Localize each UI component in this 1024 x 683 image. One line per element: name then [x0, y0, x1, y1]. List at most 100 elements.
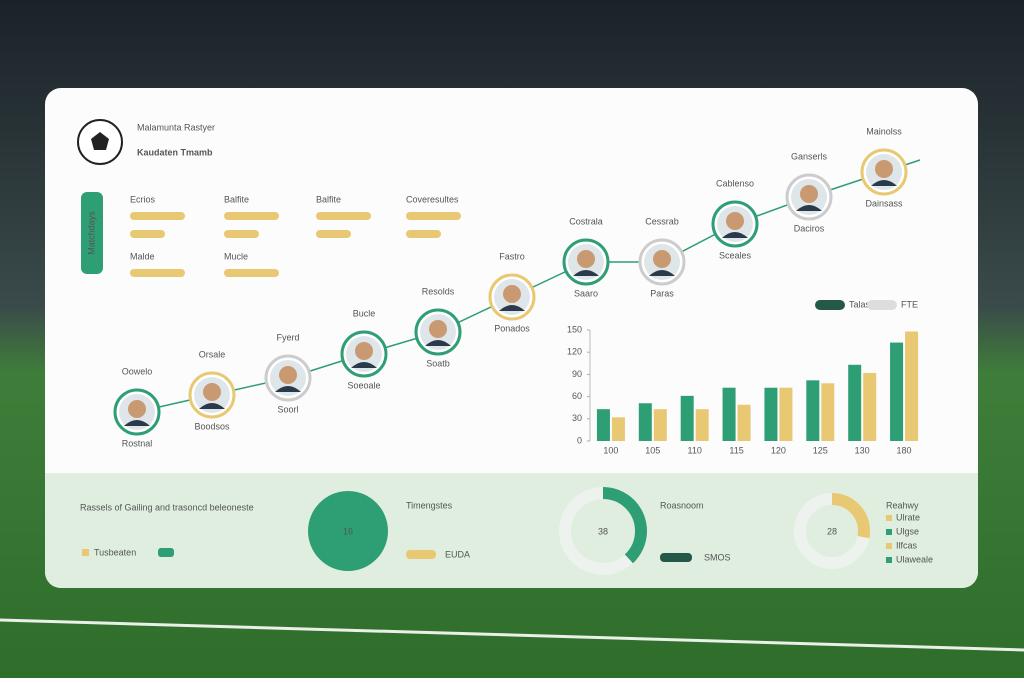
- player-name: Ganserls: [791, 151, 828, 161]
- player-name: Oowelo: [122, 366, 153, 376]
- big-pill: [406, 550, 436, 559]
- x-tick-label: 115: [729, 445, 743, 455]
- bar: [596, 409, 610, 441]
- donut-item: Ilfcas: [896, 540, 918, 550]
- bar: [890, 342, 904, 441]
- donut-value: 38: [598, 526, 608, 536]
- bar: [737, 404, 751, 441]
- avatar-body: [199, 403, 225, 409]
- big-sub: EUDA: [445, 549, 470, 559]
- avatar-body: [796, 205, 822, 211]
- bar: [863, 372, 877, 441]
- stat-bar: [224, 230, 259, 238]
- x-tick-label: 125: [813, 445, 828, 455]
- donut-label: Roasnoom: [660, 500, 704, 510]
- bar: [806, 380, 820, 441]
- avatar-face: [128, 400, 146, 418]
- summary-legend: Tusbeaten: [94, 547, 136, 557]
- avatar-body: [722, 232, 748, 238]
- stat-label: Balfite: [224, 194, 249, 204]
- stat-bar: [224, 269, 279, 277]
- player-detail: Dainsass: [865, 198, 903, 208]
- y-tick-label: 120: [567, 347, 582, 357]
- avatar-body: [351, 362, 377, 368]
- avatar-face: [503, 285, 521, 303]
- donut-arc: [559, 487, 647, 575]
- bar: [821, 383, 835, 441]
- side-tab-label: Matchdays: [86, 211, 96, 255]
- y-tick-label: 60: [572, 391, 582, 401]
- stat-bar: [130, 230, 165, 238]
- donut-item: Ulgse: [896, 526, 919, 536]
- bar: [722, 387, 736, 441]
- donut-value: 28: [827, 526, 837, 536]
- legend-swatch: [867, 300, 897, 310]
- stat-label: Coveresultes: [406, 194, 459, 204]
- player-name: Fyerd: [276, 332, 299, 342]
- avatar-face: [203, 383, 221, 401]
- stat-bar: [316, 212, 371, 220]
- stat-bar: [224, 212, 279, 220]
- legend-dot: [886, 557, 892, 563]
- stat-label: Ecrios: [130, 194, 156, 204]
- x-tick-label: 100: [603, 445, 618, 455]
- player-detail: Soeoale: [347, 380, 380, 390]
- stat-bar: [316, 230, 351, 238]
- player-name: Cablenso: [716, 178, 754, 188]
- player-name: Fastro: [499, 251, 525, 261]
- avatar-body: [275, 386, 301, 392]
- player-detail: Soatb: [426, 358, 450, 368]
- y-tick-label: 90: [572, 369, 582, 379]
- summary-text: Rassels of Gailing and trasoncd beleones…: [80, 502, 254, 512]
- player-detail: Soorl: [277, 404, 298, 414]
- player-name: Mainolss: [866, 126, 902, 136]
- avatar-body: [573, 270, 599, 276]
- avatar-face: [800, 185, 818, 203]
- y-tick-label: 0: [577, 435, 582, 445]
- x-tick-label: 130: [855, 445, 870, 455]
- player-name: Orsale: [199, 349, 226, 359]
- legend-dot: [886, 515, 892, 521]
- avatar-face: [875, 160, 893, 178]
- player-detail: Daciros: [794, 223, 825, 233]
- donut-arc: [794, 493, 870, 569]
- player-name: Bucle: [353, 308, 376, 318]
- y-tick-label: 30: [572, 413, 582, 423]
- avatar-face: [355, 342, 373, 360]
- donut-label: Reahwy: [886, 500, 919, 510]
- x-tick-label: 120: [771, 445, 786, 455]
- player-name: Resolds: [422, 286, 455, 296]
- bar: [638, 403, 652, 441]
- player-name: Costrala: [569, 216, 603, 226]
- bar: [764, 387, 778, 441]
- player-name: Cessrab: [645, 216, 679, 226]
- player-detail: Sceales: [719, 250, 752, 260]
- avatar-body: [499, 305, 525, 311]
- bar: [653, 409, 667, 441]
- y-tick-label: 150: [567, 324, 582, 334]
- legend-label: Talas: [849, 299, 871, 309]
- x-tick-label: 180: [897, 445, 912, 455]
- side-tab: [81, 192, 103, 274]
- pitch-line: [0, 618, 1024, 652]
- subtitle: Malamunta Rastyer: [137, 122, 215, 132]
- x-tick-label: 105: [645, 445, 660, 455]
- avatar-face: [577, 250, 595, 268]
- legend-dot: [886, 529, 892, 535]
- avatar-face: [429, 320, 447, 338]
- stat-bar: [130, 269, 185, 277]
- title: Kaudaten Tmamb: [137, 147, 213, 157]
- bar: [848, 364, 862, 441]
- bar: [611, 417, 625, 441]
- player-detail: Boodsos: [194, 421, 230, 431]
- stat-label: Mucle: [224, 251, 248, 261]
- stat-label: Balfite: [316, 194, 341, 204]
- bar: [695, 409, 709, 441]
- x-tick-label: 110: [688, 445, 702, 455]
- avatar-face: [279, 366, 297, 384]
- avatar-body: [649, 270, 675, 276]
- avatar-body: [124, 420, 150, 426]
- donut-pill: [660, 553, 692, 562]
- donut-sub: SMOS: [704, 552, 731, 562]
